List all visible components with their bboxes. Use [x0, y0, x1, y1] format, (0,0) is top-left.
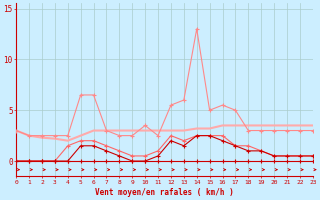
X-axis label: Vent moyen/en rafales ( km/h ): Vent moyen/en rafales ( km/h ): [95, 188, 234, 197]
